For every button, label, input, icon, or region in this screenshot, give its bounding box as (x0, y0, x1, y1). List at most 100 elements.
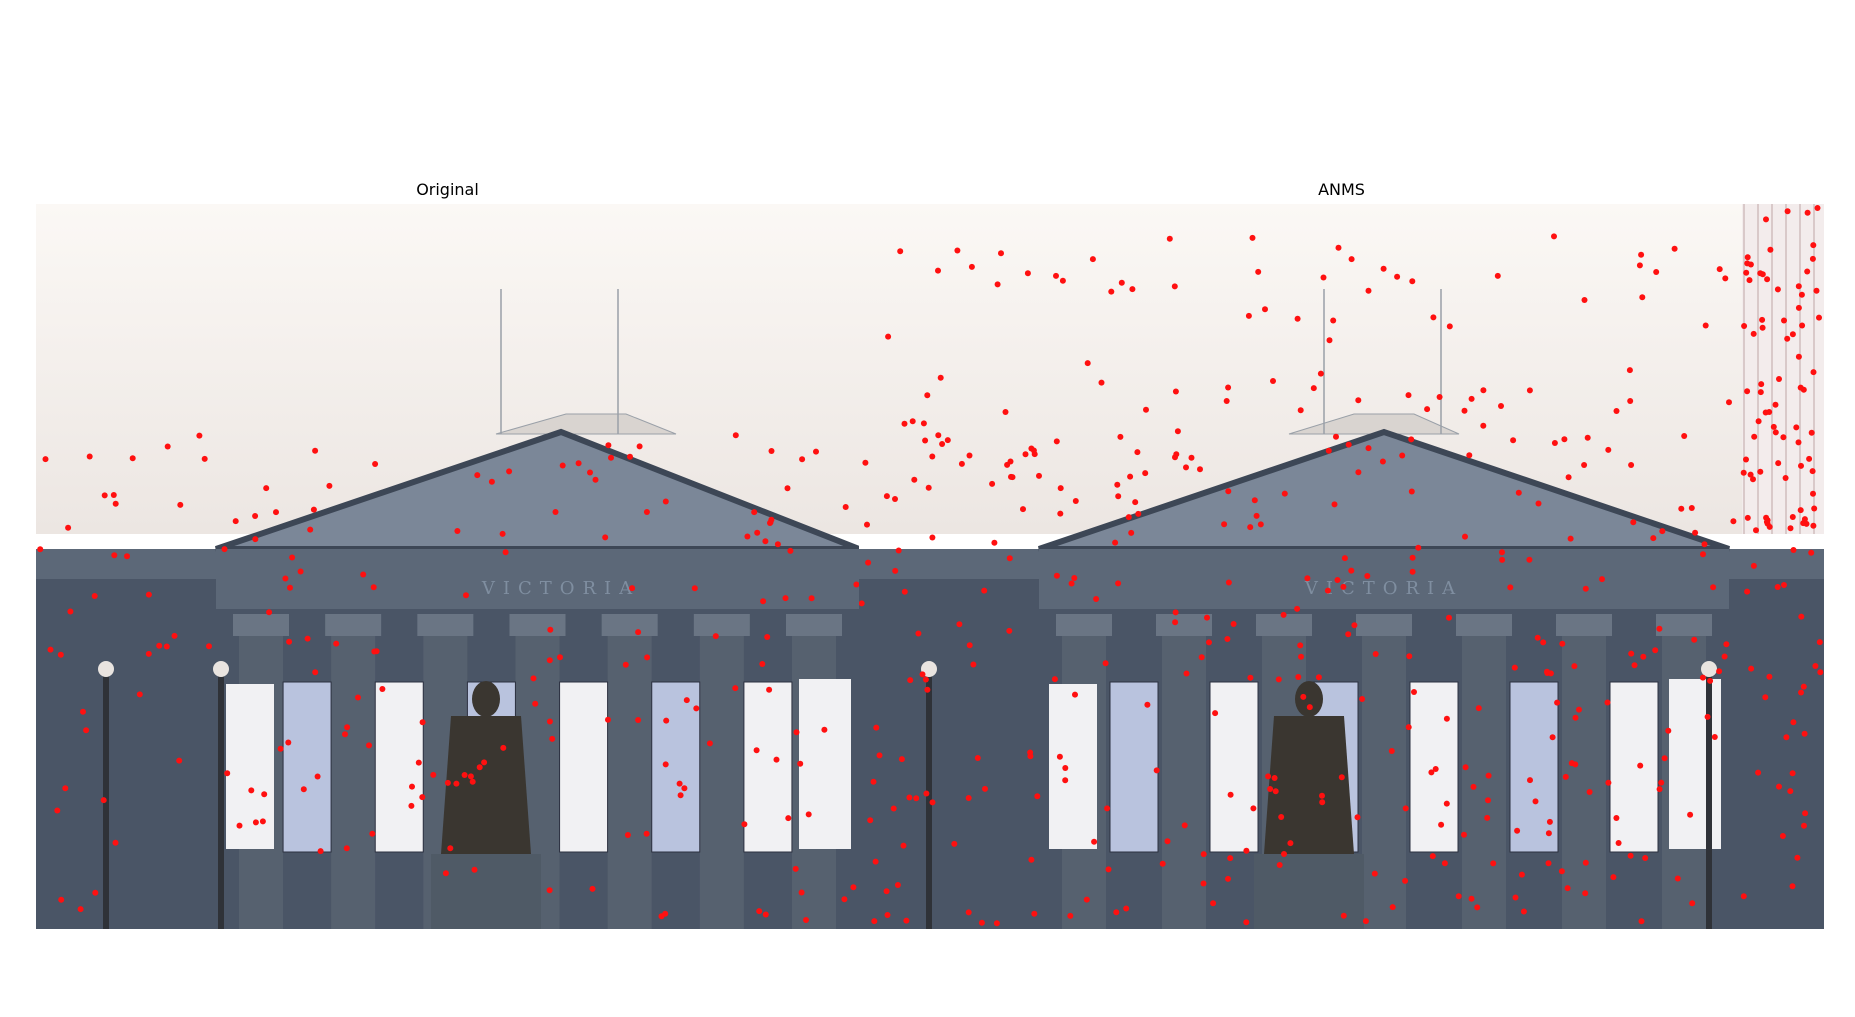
keypoint-red-dot (683, 697, 690, 704)
keypoint-red-dot (1599, 576, 1605, 583)
keypoint-red-dot (112, 839, 119, 846)
keypoint-red-dot (1333, 433, 1339, 440)
keypoint-red-dot (1334, 577, 1341, 583)
keypoint-red-dot (1389, 904, 1396, 911)
keypoint-red-dot (1135, 510, 1142, 517)
keypoint-red-dot (1009, 474, 1016, 481)
keypoint-red-dot (408, 802, 415, 809)
keypoint-red-dot (744, 533, 751, 540)
keypoint-red-dot (1341, 555, 1348, 562)
keypoint-red-dot (1804, 209, 1811, 216)
keypoint-red-dot (1722, 275, 1729, 282)
keypoint-red-dot (1362, 918, 1369, 925)
keypoint-red-dot (1351, 622, 1358, 629)
keypoint-red-dot (841, 896, 848, 903)
keypoint-red-dot (1723, 641, 1730, 648)
keypoint-red-dot (1272, 788, 1279, 795)
keypoint-red-dot (1584, 434, 1591, 441)
keypoint-red-dot (1340, 912, 1347, 919)
keypoint-red-dot (1265, 773, 1272, 780)
keypoint-red-dot (1430, 314, 1437, 321)
keypoint-red-dot (1775, 460, 1782, 467)
keypoint-red-dot (177, 501, 184, 508)
keypoint-red-dot (1084, 360, 1091, 367)
keypoint-red-dot (1626, 367, 1633, 374)
keypoint-red-dot (1674, 875, 1681, 882)
keypoint-red-dot (1466, 452, 1473, 459)
keypoint-red-dot (1772, 429, 1779, 436)
keypoint-red-dot (285, 739, 292, 746)
keypoint-red-dot (1183, 670, 1190, 677)
keypoint-red-dot (901, 420, 908, 427)
keypoint-red-dot (1320, 274, 1327, 281)
keypoint-red-dot (1743, 456, 1749, 463)
keypoint-red-dot (865, 559, 872, 566)
keypoint-red-dot (1091, 838, 1098, 845)
keypoint-red-dot (1083, 896, 1090, 903)
keypoint-red-dot (1200, 851, 1207, 858)
keypoint-red-dot (1716, 668, 1723, 675)
keypoint-red-dot (602, 534, 609, 541)
keypoint-red-dot (312, 669, 319, 676)
keypoint-red-dot (924, 392, 931, 399)
keypoint-red-dot (136, 691, 143, 698)
keypoint-red-dot (1221, 521, 1228, 528)
keypoint-red-dot (1707, 677, 1714, 684)
keypoint-red-dot (1490, 860, 1497, 867)
keypoint-red-dot (1772, 401, 1779, 408)
statue-head (472, 681, 500, 717)
keypoint-red-dot (373, 648, 380, 655)
keypoint-red-dot (1637, 762, 1644, 769)
keypoint-red-dot (419, 794, 426, 801)
keypoint-red-dot (1324, 587, 1331, 594)
keypoint-red-dot (915, 630, 922, 637)
keypoint-red-dot (1102, 660, 1109, 667)
keypoint-red-dot (1432, 766, 1439, 772)
statue-pedestal (1254, 854, 1364, 929)
keypoint-red-dot (304, 635, 311, 642)
keypoint-red-dot (883, 888, 890, 895)
keypoint-red-dot (1406, 653, 1413, 660)
keypoint-red-dot (681, 785, 688, 792)
keypoint-red-dot (444, 779, 451, 786)
banner (226, 684, 274, 849)
keypoint-red-dot (1105, 866, 1112, 873)
keypoint-red-dot (1462, 533, 1468, 540)
keypoint-red-dot (1802, 810, 1809, 817)
keypoint-red-dot (1474, 904, 1481, 911)
keypoint-red-dot (965, 795, 972, 801)
keypoint-red-dot (261, 791, 268, 798)
lamp (1701, 661, 1717, 677)
keypoint-red-dot (1057, 510, 1064, 517)
inscription: VICTORIA (1304, 578, 1463, 599)
keypoint-red-dot (1114, 481, 1121, 488)
keypoint-red-dot (935, 267, 941, 274)
keypoint-red-dot (1326, 337, 1333, 344)
keypoint-red-dot (1062, 765, 1069, 771)
scene: VICTORIA (36, 204, 859, 929)
keypoint-red-dot (1255, 268, 1262, 275)
keypoint-red-dot (1757, 389, 1764, 396)
keypoint-red-dot (1462, 764, 1469, 771)
keypoint-red-dot (1379, 458, 1386, 465)
keypoint-red-dot (929, 453, 936, 460)
keypoint-red-dot (635, 629, 642, 636)
keypoint-red-dot (86, 453, 93, 460)
keypoint-red-dot (1610, 874, 1617, 881)
keypoint-red-dot (1689, 900, 1696, 907)
keypoint-red-dot (1678, 505, 1685, 512)
keypoint-red-dot (1210, 900, 1217, 907)
keypoint-red-dot (1409, 278, 1416, 285)
keypoint-red-dot (1763, 216, 1769, 223)
keypoint-red-dot (1118, 279, 1125, 286)
keypoint-red-dot (1740, 469, 1747, 476)
keypoint-red-dot (1546, 818, 1553, 825)
keypoint-red-dot (787, 547, 794, 554)
library-photo-original: VICTORIA (36, 204, 859, 929)
keypoint-red-dot (83, 727, 90, 734)
keypoint-red-dot (658, 913, 665, 920)
keypoint-red-dot (760, 598, 767, 605)
keypoint-red-dot (1485, 772, 1492, 779)
keypoint-red-dot (907, 677, 914, 684)
keypoint-red-dot (1540, 639, 1547, 646)
